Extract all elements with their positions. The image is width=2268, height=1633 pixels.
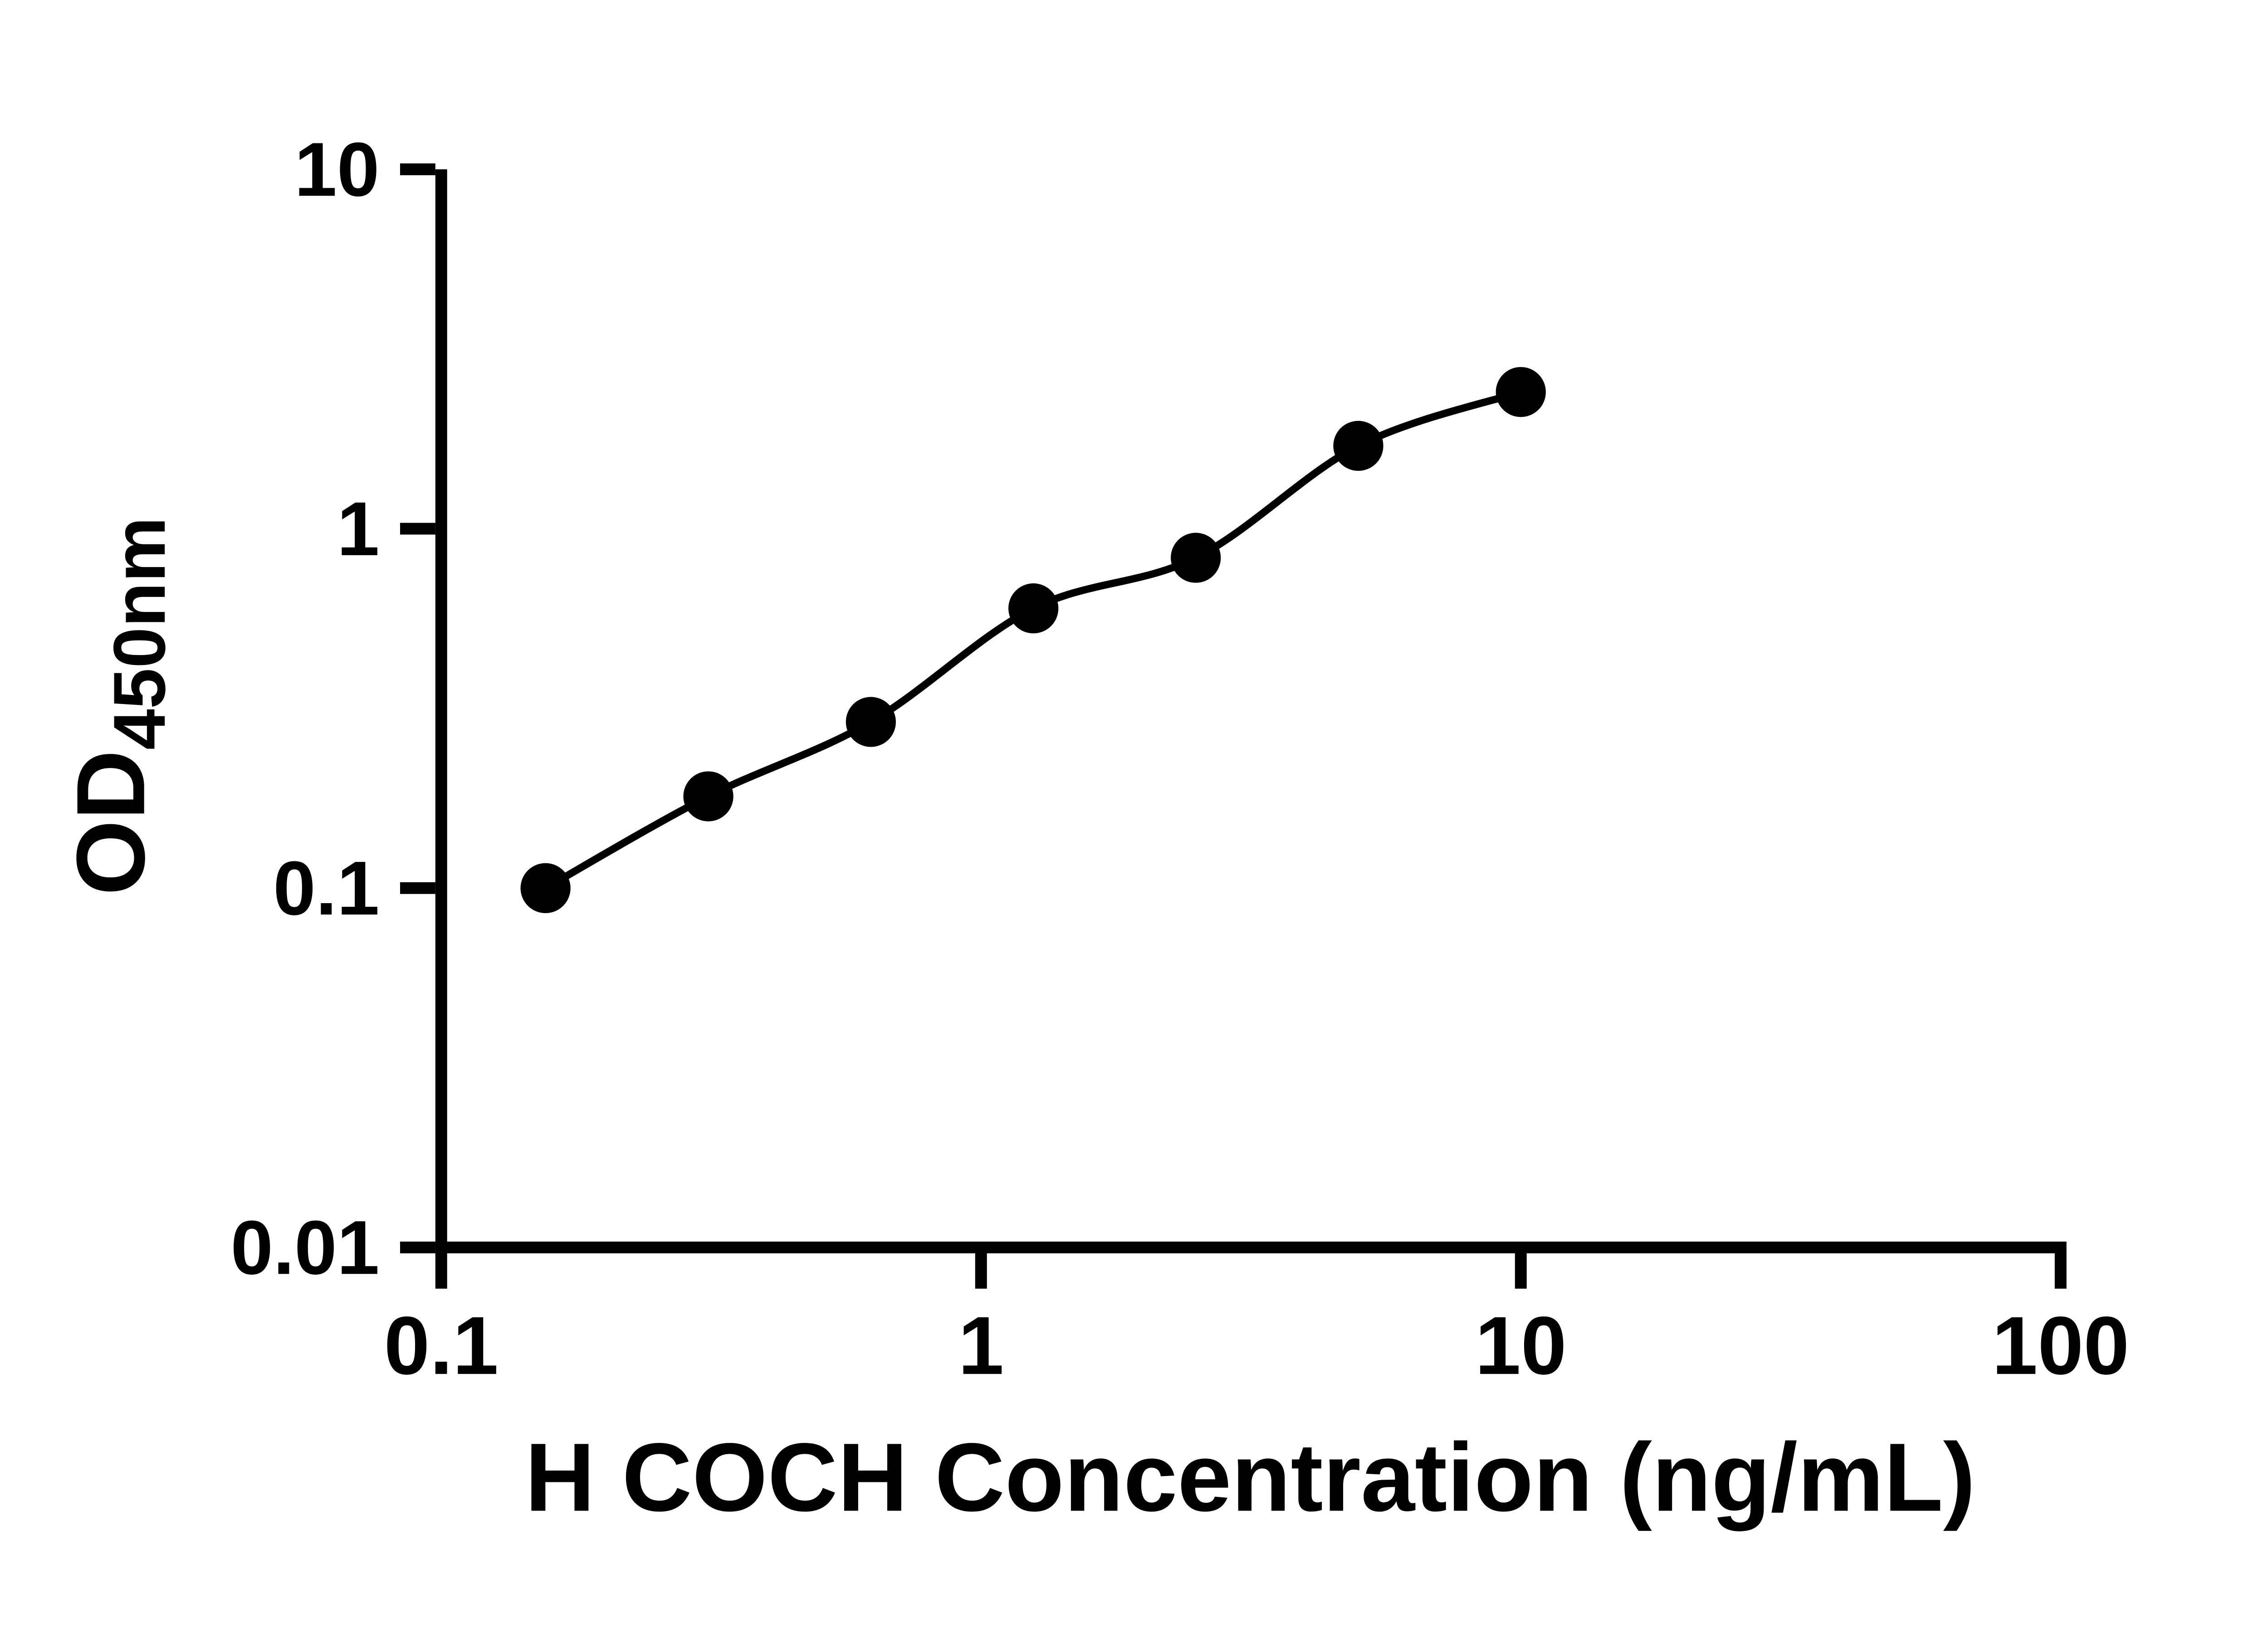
x-tick-label: 100: [1992, 1300, 2129, 1392]
x-tick-label: 0.1: [384, 1300, 499, 1392]
data-point-marker: [1496, 367, 1546, 417]
x-tick-label: 1: [958, 1300, 1004, 1392]
data-point-marker: [1171, 533, 1221, 583]
y-tick-label: 0.01: [230, 1204, 379, 1290]
y-tick-label: 1: [337, 486, 380, 572]
data-series: [520, 367, 1546, 914]
x-axis-title: H COCH Concentration (ng/mL): [525, 1423, 1975, 1531]
data-point-marker: [1333, 420, 1383, 471]
data-point-marker: [1008, 583, 1059, 634]
y-tick-label: 0.1: [273, 845, 379, 931]
y-axis-title-main: OD: [57, 750, 165, 895]
data-point-marker: [683, 771, 733, 821]
x-tick-label: 10: [1475, 1300, 1567, 1392]
data-point-marker: [846, 697, 896, 747]
tick-marks: [400, 163, 2067, 1289]
y-axis-title-subscript: 450nm: [98, 517, 181, 750]
axes: [435, 169, 2067, 1254]
y-axis-title: OD450nm: [57, 517, 181, 895]
data-point-marker: [520, 863, 571, 914]
y-tick-label: 10: [294, 127, 380, 212]
